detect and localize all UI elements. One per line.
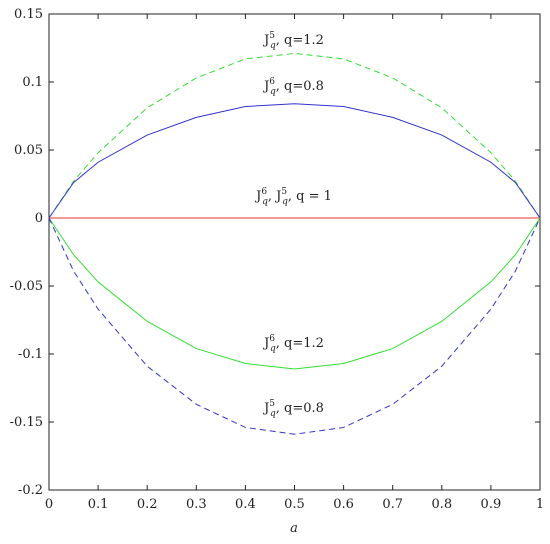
annotation-sub: q <box>262 197 268 207</box>
annotation: J5 q, q=0.8 <box>262 399 324 419</box>
annotation-sup: 6 <box>269 77 275 87</box>
x-tick-label: 0 <box>45 497 53 512</box>
annotation-text: , q=1.2 <box>276 33 324 48</box>
annotation-sub: q <box>270 87 276 97</box>
annotation: J6 q, J5 q, q = 1 <box>254 187 332 207</box>
y-tick-label: 0.1 <box>22 75 43 90</box>
y-tick-label: 0 <box>35 211 43 226</box>
x-tick-label: 0.1 <box>88 497 109 512</box>
annotation-sub: q <box>282 197 288 207</box>
annotation-text: J <box>262 401 269 416</box>
annotation-text: , q=0.8 <box>276 79 324 94</box>
x-tick-label: 0.3 <box>186 497 207 512</box>
annotation-sup: 5 <box>281 187 287 197</box>
annotation-text: J <box>254 189 261 204</box>
y-tick-label: 0.05 <box>14 143 43 158</box>
annotation: J6 q, q=0.8 <box>262 77 324 97</box>
x-tick-label: 0.9 <box>481 497 502 512</box>
y-tick-label: -0.15 <box>10 415 43 430</box>
annotation-sub: q <box>270 41 276 51</box>
x-tick-label: 0.6 <box>333 497 354 512</box>
annotation-text: , J <box>268 189 281 204</box>
annotation-sup: 6 <box>269 334 275 344</box>
y-tick-label: -0.2 <box>18 483 43 498</box>
x-tick-label: 1 <box>536 497 544 512</box>
annotation: J5 q, q=1.2 <box>262 31 324 51</box>
annotation-sub: q <box>270 409 276 419</box>
annotation-text: , q = 1 <box>288 189 332 204</box>
annotation-sup: 6 <box>261 187 267 197</box>
x-tick-label: 0.8 <box>431 497 452 512</box>
plot-frame <box>48 13 541 491</box>
line <box>48 103 541 219</box>
annotation-text: J <box>262 336 269 351</box>
line <box>48 217 541 370</box>
line <box>48 52 541 219</box>
line <box>48 217 541 435</box>
y-tick-label: 0.15 <box>14 7 43 22</box>
annotation-text: , q=0.8 <box>276 401 324 416</box>
x-tick-label: 0.7 <box>382 497 403 512</box>
x-tick-label: 0.4 <box>235 497 256 512</box>
annotation-sup: 5 <box>269 399 275 409</box>
annotation-text: J <box>262 33 269 48</box>
annotation-text: , q=1.2 <box>276 336 324 351</box>
annotation: J6 q, q=1.2 <box>262 334 324 354</box>
x-axis-label: a <box>290 521 298 536</box>
x-tick-label: 0.5 <box>284 497 305 512</box>
y-tick-label: -0.1 <box>18 347 43 362</box>
annotation-sub: q <box>270 344 276 354</box>
annotation-sup: 5 <box>269 31 275 41</box>
x-tick-label: 0.2 <box>137 497 158 512</box>
annotation-text: J <box>262 79 269 94</box>
y-tick-label: -0.05 <box>10 279 43 294</box>
